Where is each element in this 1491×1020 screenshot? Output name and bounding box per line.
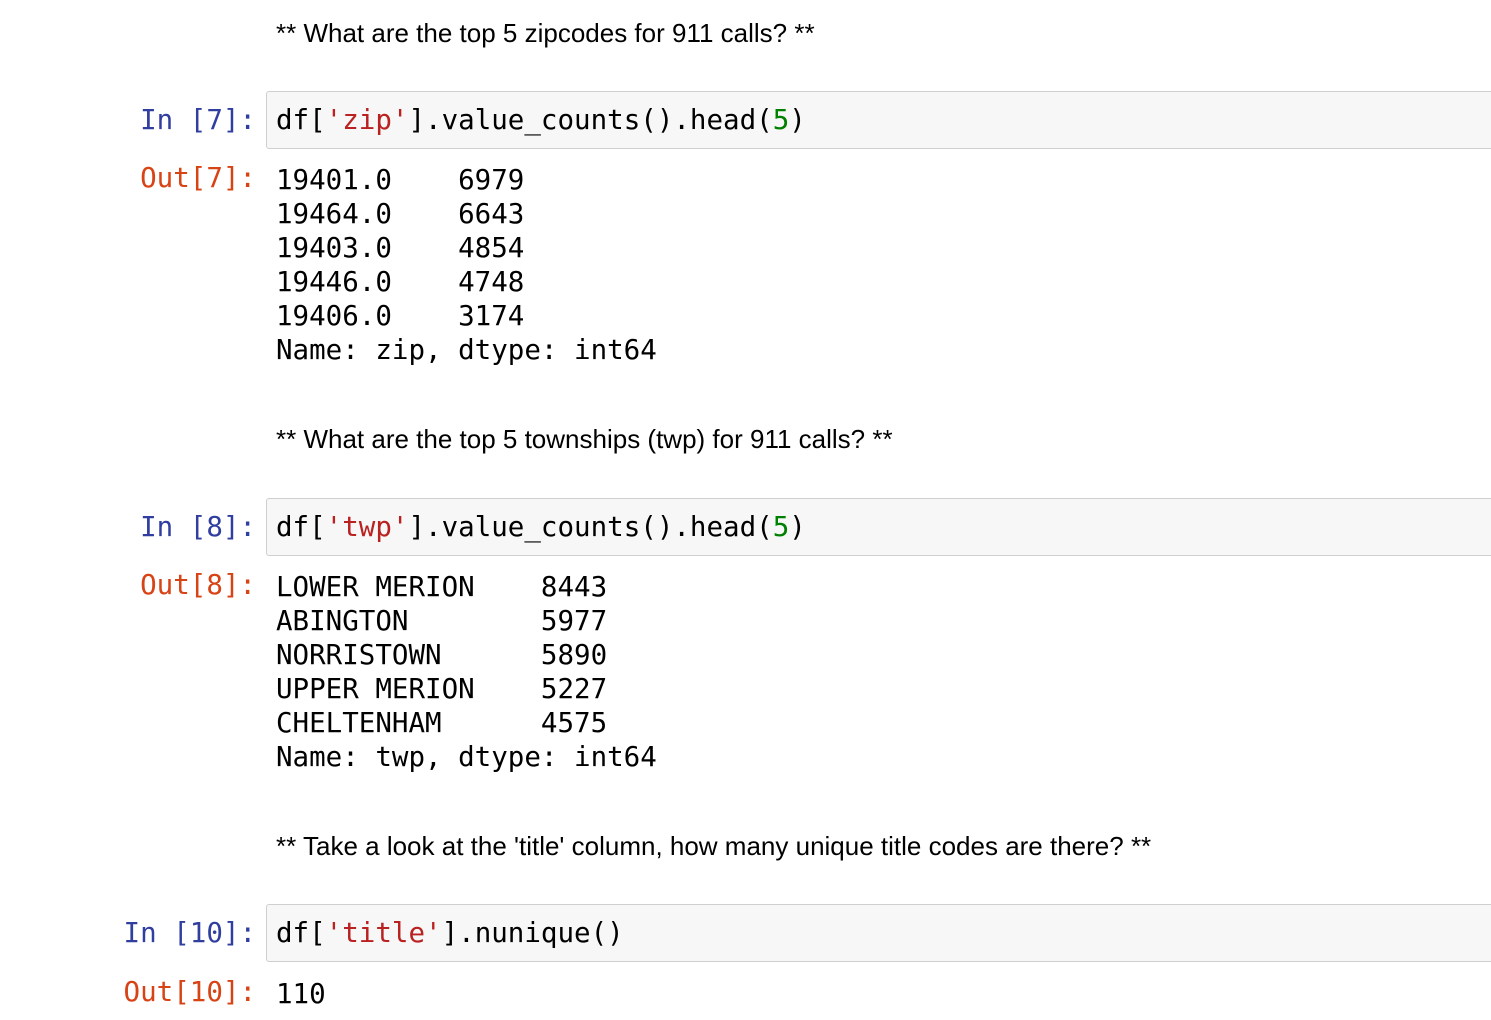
code-text: df['twp'].value_counts().head(5) [276,511,806,543]
output-line: NORRISTOWN 5890 [276,639,608,671]
output-line: Name: twp, dtype: int64 [276,741,657,773]
cell-output: LOWER MERION 8443 ABINGTON 5977 NORRISTOWN… [276,570,657,774]
in-prompt: In [10]: [123,917,256,949]
markdown-cell: ** What are the top 5 townships (twp) fo… [276,424,893,454]
code-input[interactable]: df['title'].nunique() [266,904,1491,962]
cell-output: 110 [276,977,326,1011]
out-prompt: Out[10]: [123,976,256,1008]
out-prompt: Out[8]: [140,569,256,601]
code-text: df['title'].nunique() [276,917,624,949]
code-input[interactable]: df['twp'].value_counts().head(5) [266,498,1491,556]
output-line: ABINGTON 5977 [276,605,608,637]
in-prompt: In [7]: [140,104,256,136]
output-line: UPPER MERION 5227 [276,673,608,705]
output-line: Name: zip, dtype: int64 [276,334,657,366]
output-line: CHELTENHAM 4575 [276,707,608,739]
output-line: 19406.0 3174 [276,300,525,332]
cell-output: 19401.0 6979 19464.0 6643 19403.0 4854 1944… [276,163,657,367]
output-line: 19464.0 6643 [276,198,525,230]
code-text: df['zip'].value_counts().head(5) [276,104,806,136]
out-prompt: Out[7]: [140,162,256,194]
output-line: 110 [276,978,326,1010]
output-line: LOWER MERION 8443 [276,571,608,603]
code-input[interactable]: df['zip'].value_counts().head(5) [266,91,1491,149]
output-line: 19446.0 4748 [276,266,525,298]
in-prompt: In [8]: [140,511,256,543]
output-line: 19403.0 4854 [276,232,525,264]
output-line: 19401.0 6979 [276,164,525,196]
markdown-cell: ** What are the top 5 zipcodes for 911 c… [276,18,815,48]
markdown-cell: ** Take a look at the 'title' column, ho… [276,831,1152,861]
